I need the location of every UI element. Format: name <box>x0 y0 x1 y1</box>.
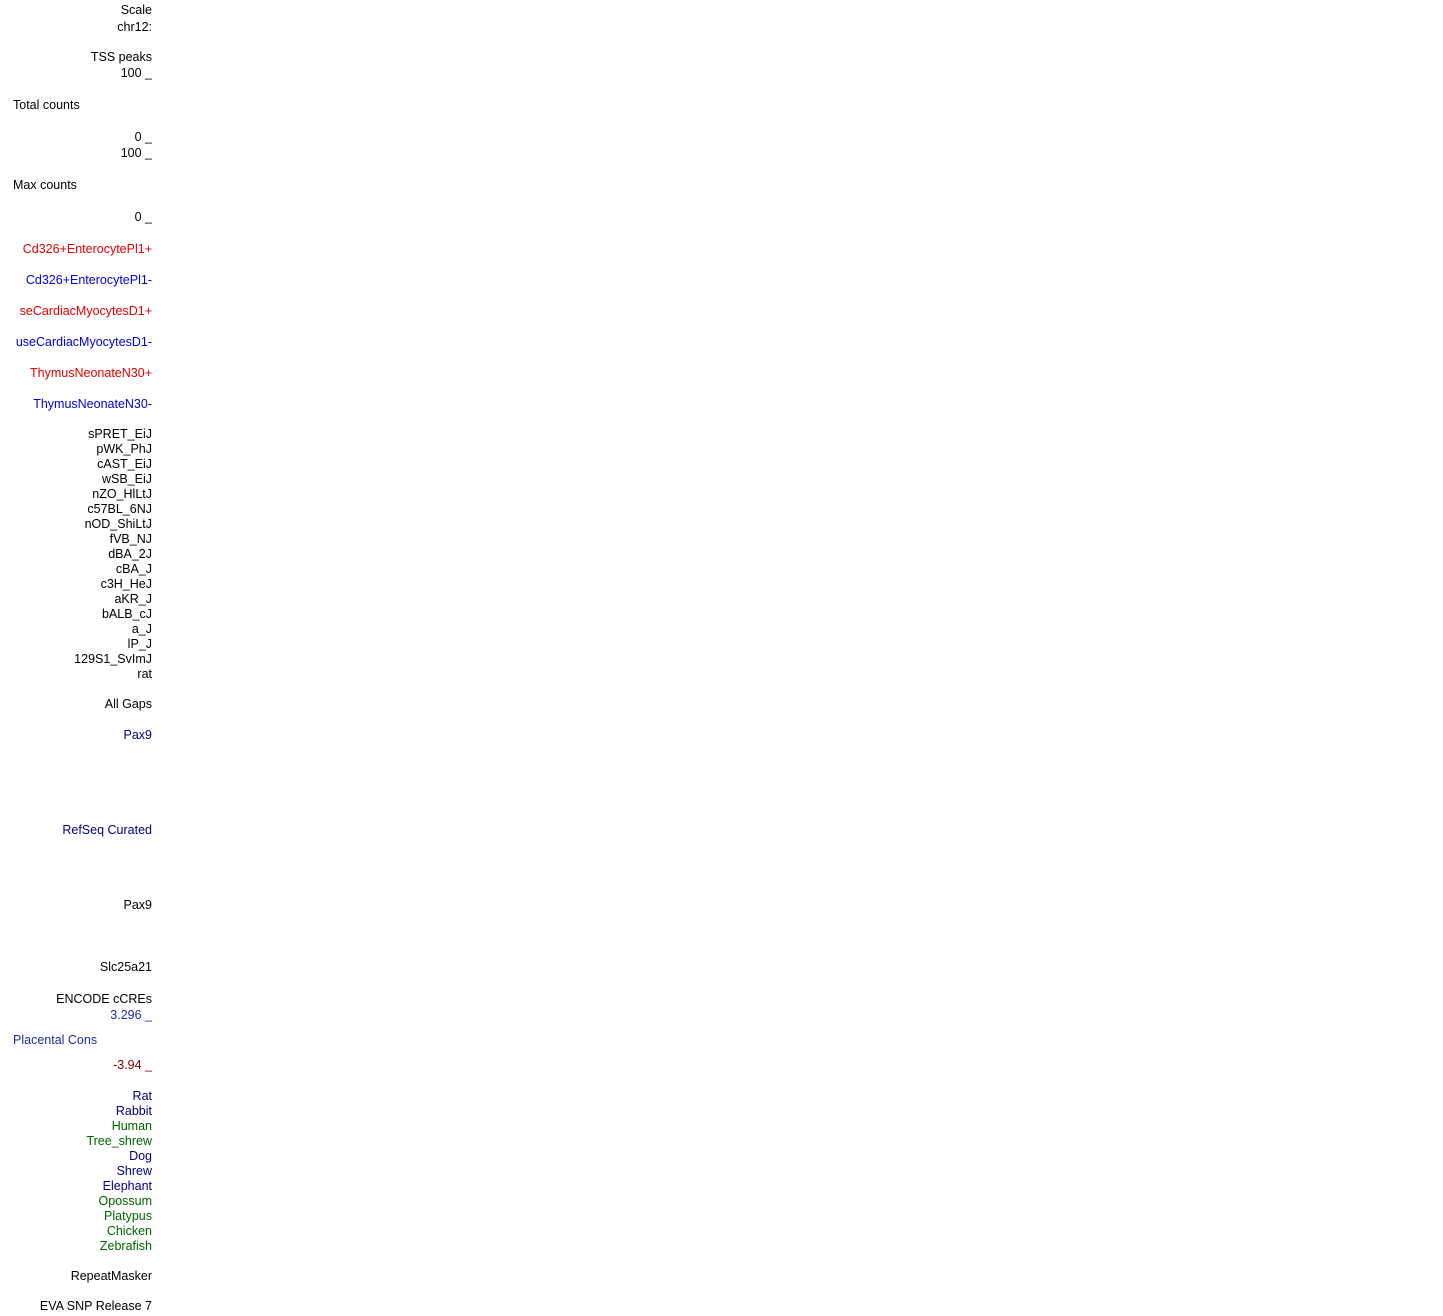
strain-label[interactable]: aKR_J <box>114 592 152 606</box>
strain-label[interactable]: lP_J <box>127 637 152 651</box>
strain-label[interactable]: wSB_EiJ <box>101 472 152 486</box>
species-label[interactable]: Rat <box>132 1089 152 1103</box>
track-cd326-minus[interactable]: Cd326+EnterocytePl1- <box>13 273 152 288</box>
track-image-area[interactable] <box>157 0 1443 1316</box>
slc25a21-label[interactable]: Slc25a21 <box>99 960 152 974</box>
strain-label[interactable]: rat <box>137 667 152 681</box>
track-cd326-plus[interactable]: Cd326+EnterocytePl1+ <box>13 242 152 257</box>
encode-label[interactable]: ENCODE cCREs <box>56 992 152 1006</box>
strain-label[interactable]: c57BL_6NJ <box>87 502 152 516</box>
pax9-label[interactable]: Pax9 <box>123 898 153 912</box>
strain-label[interactable]: nZO_HlLtJ <box>92 487 152 501</box>
max-counts-min: 0 _ <box>134 210 152 224</box>
max-counts-label[interactable]: Max counts <box>13 178 77 192</box>
species-label[interactable]: Platypus <box>104 1209 152 1223</box>
track-label: Cd326+EnterocytePl1+ <box>22 242 152 256</box>
strain-label[interactable]: cAST_EiJ <box>97 457 152 471</box>
track-label: Cd326+EnterocytePl1- <box>25 273 152 287</box>
pax9-gencode-label[interactable]: Pax9 <box>123 728 153 742</box>
total-counts-min: 0 _ <box>134 130 152 144</box>
species-label[interactable]: Shrew <box>116 1164 152 1178</box>
strain-label[interactable]: 129S1_SvImJ <box>74 652 152 666</box>
all-gaps-label[interactable]: All Gaps <box>104 697 152 711</box>
species-label[interactable]: Opossum <box>98 1194 153 1208</box>
species-label[interactable]: Human <box>111 1119 152 1133</box>
species-label[interactable]: Rabbit <box>115 1104 152 1118</box>
species-label[interactable]: Elephant <box>102 1179 152 1193</box>
scale-label: Scale <box>120 3 152 17</box>
strain-label[interactable]: nOD_ShiLtJ <box>84 517 152 531</box>
strain-label[interactable]: c3H_HeJ <box>100 577 152 591</box>
species-label[interactable]: Tree_shrew <box>86 1134 152 1148</box>
strain-label[interactable]: cBA_J <box>115 562 152 576</box>
strain-label[interactable]: pWK_PhJ <box>96 442 152 456</box>
chrom-label: chr12: <box>117 20 152 34</box>
track-cardiac-plus[interactable]: seCardiacMyocytesD1+ <box>13 304 152 319</box>
repeatmasker-label[interactable]: RepeatMasker <box>70 1269 152 1283</box>
placental-max: 3.296 _ <box>110 1008 152 1022</box>
track-cardiac-minus[interactable]: useCardiacMyocytesD1- <box>13 335 152 350</box>
species-label[interactable]: Zebrafish <box>99 1239 152 1253</box>
placental-cons-label[interactable]: Placental Cons <box>13 1033 98 1047</box>
species-label[interactable]: Chicken <box>106 1224 152 1238</box>
strain-label[interactable]: bALB_cJ <box>101 607 152 621</box>
refseq-label[interactable]: RefSeq Curated <box>62 823 152 837</box>
track-thymus-plus[interactable]: ThymusNeonateN30+ <box>13 366 152 381</box>
track-label: ThymusNeonateN30- <box>33 397 152 411</box>
track-label: ThymusNeonateN30+ <box>30 366 152 380</box>
max-counts-max: 100 _ <box>120 146 152 160</box>
track-thymus-minus[interactable]: ThymusNeonateN30- <box>13 397 152 412</box>
total-counts-label[interactable]: Total counts <box>13 98 80 112</box>
strain-label[interactable]: fVB_NJ <box>109 532 152 546</box>
strain-label[interactable]: a_J <box>131 622 152 636</box>
track-label: seCardiacMyocytesD1+ <box>19 304 152 318</box>
total-counts-max: 100 _ <box>120 66 152 80</box>
track-label: useCardiacMyocytesD1- <box>15 335 152 349</box>
species-label[interactable]: Dog <box>129 1149 152 1163</box>
strain-label[interactable]: sPRET_EiJ <box>88 427 152 441</box>
strain-label[interactable]: dBA_2J <box>108 547 152 561</box>
tss-peaks-label[interactable]: TSS peaks <box>90 50 152 64</box>
eva-snp-label[interactable]: EVA SNP Release 7 <box>39 1299 152 1313</box>
placental-min: -3.94 _ <box>113 1058 152 1072</box>
